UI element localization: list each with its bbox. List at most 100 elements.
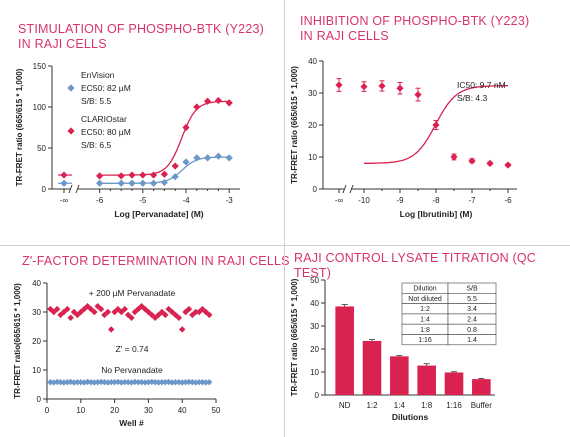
data-point	[96, 172, 104, 180]
data-point	[53, 305, 61, 313]
data-point	[193, 154, 201, 162]
y-tick-label: 30	[310, 322, 319, 331]
chart-zfactor: 0 10 20 30 40 0 10 20 30 40 50 Well # TR-FRET ratio(…	[13, 279, 221, 428]
y-tick-label: 40	[310, 299, 319, 308]
data-point	[162, 311, 169, 319]
data-point	[335, 81, 343, 89]
data-point	[204, 154, 212, 162]
data-point	[468, 157, 476, 165]
y-tick-label: 20	[32, 337, 41, 346]
table-cell-text: 1:8	[420, 327, 430, 334]
data-point	[50, 308, 57, 316]
panel1-title: STIMULATION OF PHOSPHO-BTK (Y223) IN RAJ…	[18, 22, 264, 52]
x-tick-label: 0	[45, 406, 50, 415]
table-cell-text: 1:2	[420, 306, 430, 313]
panel2-title-line1: INHIBITION OF PHOSPHO-BTK (Y223)	[300, 14, 530, 28]
x-tick-label: 40	[178, 406, 187, 415]
bar	[417, 365, 436, 395]
data-point	[47, 378, 54, 386]
data-point	[396, 84, 404, 92]
y-tick-label: 10	[308, 153, 317, 162]
y-axis-title: TR-FRET ratio(665/615 * 1,000)	[13, 283, 22, 399]
data-point	[168, 308, 176, 316]
data-point	[179, 326, 186, 333]
x-axis-title: Well #	[119, 418, 144, 428]
data-point	[117, 179, 125, 187]
x-tick-label: 1:8	[421, 401, 433, 410]
data-point	[182, 158, 190, 166]
x-tick-label: 1:16	[446, 401, 462, 410]
data-point	[128, 179, 136, 187]
y-tick-label: 10	[310, 368, 319, 377]
y-tick-label: 30	[308, 89, 317, 98]
x-tick-label: 1:4	[394, 401, 406, 410]
panel3-title-line1: Z'-FACTOR DETERMINATION IN RAJI CELLS	[22, 254, 290, 268]
panel3-title: Z'-FACTOR DETERMINATION IN RAJI CELLS	[22, 254, 290, 269]
table-cell-text: 3.4	[467, 306, 477, 313]
table-cell	[447, 334, 497, 346]
y-tick-label: 0	[42, 185, 47, 194]
legend-marker-envision	[67, 84, 75, 92]
data-point	[60, 179, 68, 187]
x-tick-label: -∞	[60, 196, 69, 205]
data-point	[151, 314, 159, 321]
data-point	[185, 305, 193, 313]
y-axis-title: TR-FRET ratio (665/615 * 1,000)	[290, 278, 299, 396]
panel1-title-line1: STIMULATION OF PHOSPHO-BTK (Y223)	[18, 22, 264, 36]
axis-break-mark	[349, 184, 354, 194]
data-point	[171, 173, 179, 181]
data-point	[57, 378, 64, 386]
x-tick-label: 50	[212, 406, 221, 415]
data-point	[225, 99, 233, 107]
table-cell-text: Not diluted	[408, 296, 442, 303]
data-point	[214, 96, 222, 105]
legend-sb-clariostar: S/B: 6.5	[81, 140, 112, 150]
data-point	[145, 378, 152, 386]
bar	[335, 306, 354, 395]
y-tick-label: 0	[315, 391, 320, 400]
data-point	[111, 308, 118, 316]
data-point	[160, 178, 168, 187]
x-tick-label: 10	[76, 406, 85, 415]
table-header: Dilution	[413, 286, 436, 293]
data-point	[108, 326, 115, 333]
y-tick-label: 20	[310, 345, 319, 354]
data-point	[121, 305, 128, 313]
bar	[472, 379, 491, 395]
data-point	[450, 153, 458, 161]
legend-label-clariostar: CLARIOstar	[81, 114, 127, 124]
label-high: + 200 µM Pervanadate	[89, 288, 176, 298]
data-point	[128, 314, 135, 321]
data-point	[182, 123, 190, 132]
data-point	[94, 378, 101, 386]
x-tick-label: -3	[226, 196, 234, 205]
y-tick-label: 0	[37, 395, 42, 404]
panel4-title-line1: RAJI CONTROL LYSATE TITRATION (QC TEST)	[294, 251, 537, 280]
data-point	[67, 314, 74, 321]
chart-titration: 0 10 20 30 40 50 ND 1:2 1:4 1:8 1:16 Buffer Dilution…	[290, 276, 497, 422]
data-point	[64, 305, 71, 313]
x-tick-label: ND	[339, 401, 351, 410]
data-point	[192, 308, 199, 316]
data-point	[91, 308, 98, 316]
data-point	[128, 171, 136, 179]
x-tick-label: -∞	[335, 196, 344, 205]
y-tick-label: 10	[32, 366, 41, 375]
panel1-title-line2: IN RAJI CELLS	[18, 37, 107, 51]
data-point	[225, 154, 233, 162]
panel2-title: INHIBITION OF PHOSPHO-BTK (Y223) IN RAJI…	[300, 14, 529, 44]
x-axis-title: Log [Ibrutinib] (M)	[400, 209, 473, 219]
data-point	[139, 179, 147, 187]
x-tick-label: -10	[358, 196, 370, 205]
legend-marker-clariostar	[67, 127, 75, 135]
panel-divider-horizontal	[0, 245, 570, 246]
axis-break-mark	[342, 184, 347, 194]
panel2-title-line2: IN RAJI CELLS	[300, 29, 389, 43]
y-tick-label: 100	[33, 103, 47, 112]
table-cell-text: 1:4	[420, 317, 430, 324]
data-point	[214, 152, 222, 160]
data-point	[504, 161, 512, 169]
data-point	[172, 311, 179, 319]
table-cell-text: 1:16	[418, 337, 432, 344]
data-point	[121, 378, 128, 386]
